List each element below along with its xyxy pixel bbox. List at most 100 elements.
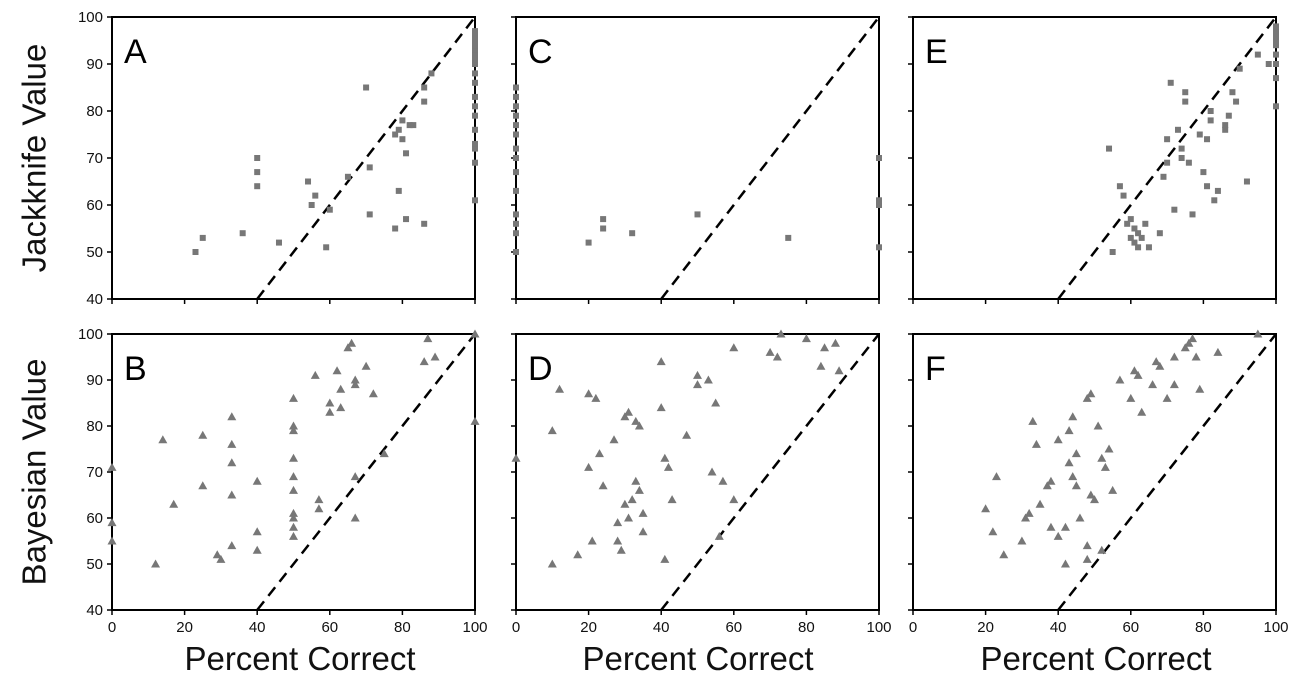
panel-b-point xyxy=(350,380,360,389)
panel-e-point xyxy=(1207,117,1214,124)
panel-f-point xyxy=(1180,343,1190,352)
panel-d-point xyxy=(667,495,677,504)
panel-f-point xyxy=(1108,485,1118,494)
panel-b-point xyxy=(470,329,480,338)
panel-b-point xyxy=(336,403,346,412)
panel-a-point xyxy=(421,220,428,227)
panel-f-point xyxy=(1068,412,1078,421)
panel-b-point xyxy=(198,430,208,439)
panel-f-point xyxy=(1115,375,1125,384)
panel-a-frame xyxy=(111,16,476,300)
panel-a-point xyxy=(254,169,261,176)
panel-b-point xyxy=(289,485,298,494)
panel-c-point xyxy=(785,234,792,241)
panel-f-point xyxy=(1126,393,1136,402)
panel-e-point xyxy=(1214,187,1221,194)
panel-e-point xyxy=(1273,42,1279,49)
panel-f-point xyxy=(1046,522,1056,531)
panel-c-point xyxy=(600,216,607,223)
panel-d-point xyxy=(613,536,623,545)
panel-f-point xyxy=(1068,472,1078,481)
panel-a-point xyxy=(472,112,478,119)
panel-d-point xyxy=(624,407,634,416)
panel-c-point xyxy=(513,112,519,119)
panel-d-point xyxy=(830,338,840,347)
panel-e-point xyxy=(1127,216,1134,223)
panel-a-y-tick-label: 40 xyxy=(86,291,103,308)
panel-d-point xyxy=(820,343,830,352)
panel-b-point xyxy=(227,412,237,421)
panel-c-point xyxy=(629,230,636,237)
panel-f-point xyxy=(1137,407,1147,416)
panel-e-point xyxy=(1273,32,1279,39)
panel-b-point xyxy=(289,531,298,540)
panel-a-point xyxy=(410,122,417,129)
panel-d-point xyxy=(729,495,739,504)
panel-b-point xyxy=(368,389,378,398)
panel-a-point xyxy=(472,42,478,49)
panel-c-reference-line xyxy=(660,16,880,300)
panel-f-point xyxy=(1191,352,1201,361)
panel-d-point xyxy=(591,393,601,402)
panel-a-y-tick-label: 80 xyxy=(86,103,103,120)
panel-b-y-tick-label: 60 xyxy=(86,510,103,527)
panel-b-point xyxy=(470,416,480,425)
panel-d-point xyxy=(547,559,557,568)
panel-a-point xyxy=(239,230,246,237)
panel-a-reference-line xyxy=(256,16,476,300)
panel-a-y-tick-label: 60 xyxy=(86,197,103,214)
panel-d-x-tick-label: 40 xyxy=(653,619,670,636)
panel-c-point xyxy=(513,131,519,138)
panel-a-label: A xyxy=(124,33,147,71)
panel-e-point xyxy=(1243,178,1250,185)
x-axis-title-col1: Percent Correct xyxy=(184,640,416,677)
panel-b-point xyxy=(343,343,353,352)
x-axis-title-col2: Percent Correct xyxy=(582,640,814,677)
panel-c-point xyxy=(513,155,519,161)
panel-e-point xyxy=(1171,206,1178,213)
panel-e-point xyxy=(1265,61,1272,67)
panel-a-point xyxy=(472,145,478,152)
panel-d-point xyxy=(511,453,521,462)
panel-f-point xyxy=(1213,347,1223,356)
panel-d-point xyxy=(714,531,724,540)
panel-d-point xyxy=(660,554,670,563)
panel-a-point xyxy=(472,70,478,77)
panel-b-label: B xyxy=(124,350,147,388)
panel-f-point xyxy=(1104,444,1114,453)
panel-e-point xyxy=(1273,103,1279,110)
panel-b-point xyxy=(107,462,117,471)
panel-d-point xyxy=(634,485,644,494)
panel-e-point xyxy=(1135,230,1142,237)
panel-f-x-tick-label: 20 xyxy=(977,619,994,636)
panel-b-point xyxy=(336,384,346,393)
panel-e-point xyxy=(1131,225,1138,232)
panel-d-point xyxy=(765,347,775,356)
panel-a-point xyxy=(472,159,478,166)
panel-a-point xyxy=(344,173,351,180)
panel-a-point xyxy=(323,244,330,251)
panel-e-point xyxy=(1109,249,1116,255)
panel-c-point xyxy=(876,197,882,204)
panel-e-point xyxy=(1204,183,1211,190)
panel-f-point xyxy=(1031,439,1041,448)
panel-a-point xyxy=(472,32,478,39)
panel-d-point xyxy=(776,329,786,338)
panel-b-frame xyxy=(111,333,476,611)
panel-b-x-tick-label: 60 xyxy=(321,619,338,636)
panel-a-point xyxy=(192,249,199,255)
panel-f-point xyxy=(1097,545,1107,554)
panel-f-point xyxy=(1064,458,1074,467)
panel-d-point xyxy=(638,527,648,536)
panel-e-point xyxy=(1254,51,1261,58)
panel-f-point xyxy=(999,550,1009,559)
panel-d-point xyxy=(801,334,811,343)
panel-a-point xyxy=(308,202,315,208)
panel-c-point xyxy=(513,93,519,100)
panel-b-point xyxy=(289,472,298,481)
panel-e-point xyxy=(1124,220,1131,227)
panel-e-point xyxy=(1182,89,1189,96)
panel-b-point xyxy=(212,550,222,559)
panel-f-point xyxy=(1035,499,1045,508)
panel-e-point xyxy=(1116,183,1123,190)
